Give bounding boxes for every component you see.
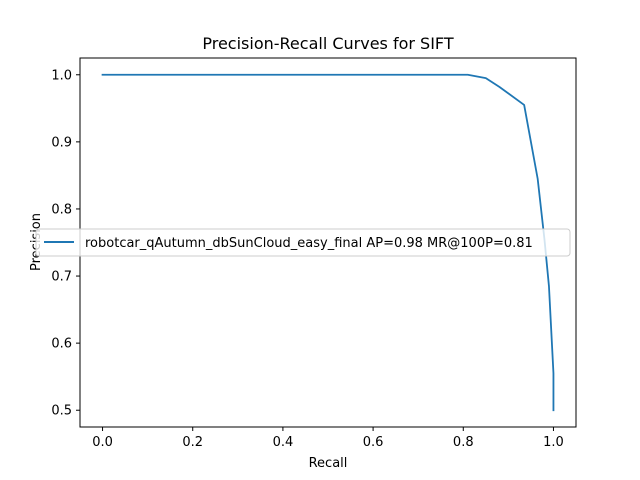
y-tick-label: 0.8 — [51, 202, 72, 217]
y-tick-label: 1.0 — [51, 68, 72, 83]
x-tick-label: 0.4 — [273, 435, 294, 450]
series-line-0 — [101, 73, 555, 412]
x-axis-label: Recall — [309, 456, 348, 471]
series-layer — [101, 73, 555, 412]
y-tick-label: 0.5 — [51, 404, 72, 419]
legend: robotcar_qAutumn_dbSunCloud_easy_final A… — [35, 228, 571, 257]
legend-box — [35, 228, 571, 257]
x-tick-label: 1.0 — [543, 435, 564, 450]
y-tick-label: 0.6 — [51, 337, 72, 352]
y-tick-label: 0.9 — [51, 135, 72, 150]
x-tick-label: 0.8 — [453, 435, 474, 450]
axis-ticks: 0.0 0.2 0.4 0.6 0.8 1.0 0.5 0.6 0.7 0.8 0.9 1.0 — [51, 68, 563, 450]
legend-label: robotcar_qAutumn_dbSunCloud_easy_final A… — [85, 236, 533, 251]
x-tick-label: 0.0 — [92, 435, 113, 450]
x-tick-label: 0.2 — [182, 435, 203, 450]
chart-title: Precision-Recall Curves for SIFT — [202, 34, 453, 53]
y-tick-label: 0.7 — [51, 270, 72, 285]
x-tick-label: 0.6 — [363, 435, 384, 450]
